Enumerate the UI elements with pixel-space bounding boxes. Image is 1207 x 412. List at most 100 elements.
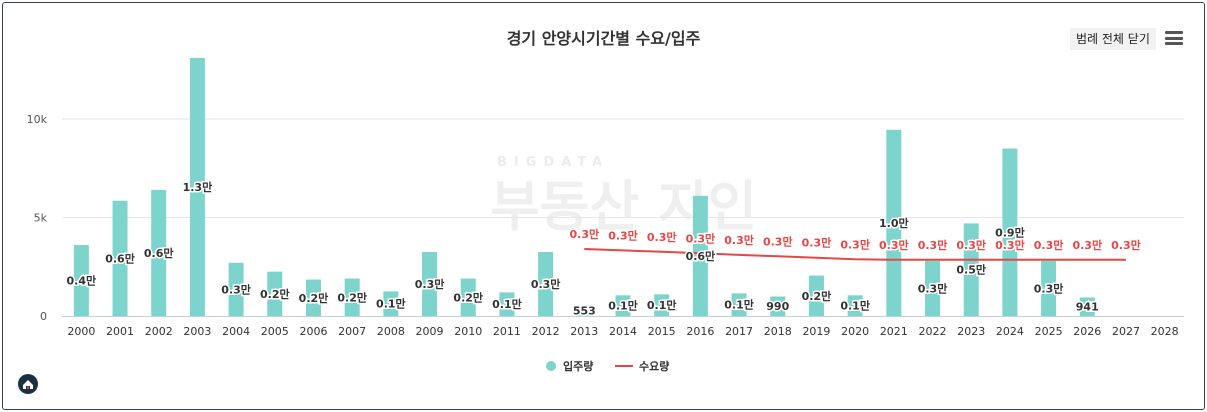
bar xyxy=(499,292,515,316)
line-data-label: 0.3만 xyxy=(763,234,793,248)
bar-data-label: 0.1만 xyxy=(492,297,522,311)
bar xyxy=(654,294,670,316)
x-tick-label: 2028 xyxy=(1151,325,1179,338)
x-tick-label: 2024 xyxy=(996,325,1024,338)
x-tick-label: 2006 xyxy=(299,325,327,338)
menu-icon[interactable] xyxy=(1165,31,1183,45)
legend-item-line[interactable]: 수요량 xyxy=(615,360,669,373)
line-data-label: 0.3만 xyxy=(956,238,986,252)
bar xyxy=(460,278,476,316)
bar xyxy=(538,251,554,316)
line-data-label: 0.3만 xyxy=(840,237,870,251)
line-labels: 0.3만 0.3만 0.3만 0.3만 0.3만 0.3만 0.3만 0.3만 0.3만 0.3만… xyxy=(568,226,1142,254)
line-data-label: 0.3만 xyxy=(995,238,1025,252)
x-tick-label: 2014 xyxy=(609,325,637,338)
bar xyxy=(731,293,747,316)
bar xyxy=(770,296,786,316)
bar-data-label: 0.1만 xyxy=(376,297,406,311)
bar-data-label: 0.1만 xyxy=(608,299,638,313)
bar-data-label: 0.3만 xyxy=(415,277,445,291)
line-data-label: 0.3만 xyxy=(1111,238,1141,252)
line-data-label: 0.3만 xyxy=(724,233,754,247)
bar-data-label: 0.6만 xyxy=(105,251,135,265)
bar xyxy=(228,262,244,316)
bar xyxy=(576,305,592,316)
legend-toggle-button[interactable]: 범례 전체 닫기 xyxy=(1070,28,1156,50)
bar-data-label: 0.1만 xyxy=(840,299,870,313)
legend-label-line: 수요량 xyxy=(639,360,669,373)
bar-data-label: 0.2만 xyxy=(299,291,329,305)
bar xyxy=(1002,148,1018,316)
line-series xyxy=(584,248,1126,261)
chart-title: 경기 안양시기간별 수요/입주 xyxy=(506,29,701,48)
bar xyxy=(151,189,167,316)
x-tick-label: 2007 xyxy=(338,325,366,338)
demand-line xyxy=(584,248,1126,261)
line-data-label: 0.3만 xyxy=(802,236,832,250)
bar xyxy=(963,223,979,316)
bar-data-label: 0.3만 xyxy=(531,277,561,291)
bar-data-label: 0.3만 xyxy=(221,282,251,296)
bar-data-label: 1.3만 xyxy=(183,180,213,194)
bar xyxy=(808,275,824,316)
y-tick-label: 5k xyxy=(34,211,48,224)
home-icon[interactable] xyxy=(18,374,38,394)
bar xyxy=(267,271,283,316)
bar-labels: 0.4만 0.6만 0.6만 1.3만 0.3만 0.2만 0.2만 0.2만 0.1만 0.3만… xyxy=(65,178,1100,319)
bar xyxy=(615,295,631,316)
bar-data-label: 990 xyxy=(766,300,789,313)
line-data-label: 0.3만 xyxy=(686,231,716,245)
bar xyxy=(305,279,321,316)
x-tick-label: 2009 xyxy=(416,325,444,338)
x-tick-label: 2021 xyxy=(880,325,908,338)
legend[interactable]: 입주량 수요량 xyxy=(546,360,669,373)
bar-data-label: 0.3만 xyxy=(1034,281,1064,295)
bar-data-label: 0.5만 xyxy=(956,263,986,277)
x-tick-label: 2013 xyxy=(570,325,598,338)
x-tick-label: 2019 xyxy=(802,325,830,338)
x-tick-label: 2003 xyxy=(183,325,211,338)
x-tick-label: 2011 xyxy=(493,325,521,338)
line-data-label: 0.3만 xyxy=(1034,238,1064,252)
bar xyxy=(847,295,863,316)
bar-data-label: 0.9만 xyxy=(995,225,1025,239)
x-tick-label: 2023 xyxy=(957,325,985,338)
x-tick-label: 2027 xyxy=(1112,325,1140,338)
bar-data-label: 0.1만 xyxy=(647,298,677,312)
legend-marker-bar xyxy=(546,361,556,371)
y-axis: 0 5k 10k xyxy=(27,113,48,323)
x-tick-label: 2004 xyxy=(222,325,250,338)
bar-data-label: 0.2만 xyxy=(453,290,483,304)
x-axis: 2000 2001 2002 2003 2004 2005 2006 2007 2008 2009… xyxy=(62,316,1184,338)
watermark-main: 부동산 지인 xyxy=(490,175,757,238)
y-tick-label: 10k xyxy=(27,113,48,126)
bar-data-label: 1.0만 xyxy=(879,216,909,230)
bar xyxy=(925,260,941,316)
x-tick-label: 2010 xyxy=(454,325,482,338)
legend-label-bar: 입주량 xyxy=(563,360,593,373)
line-data-label: 0.3만 xyxy=(879,238,909,252)
bar xyxy=(344,278,360,316)
bar xyxy=(73,245,89,316)
x-tick-label: 2001 xyxy=(106,325,134,338)
bar-series xyxy=(73,57,1095,317)
watermark-bigdata: BIGDATA xyxy=(497,155,610,170)
x-tick-label: 2002 xyxy=(145,325,173,338)
line-data-label: 0.3만 xyxy=(647,230,677,244)
bar-data-label: 0.4만 xyxy=(67,274,97,288)
legend-item-bar[interactable]: 입주량 xyxy=(546,360,593,373)
bar-data-label: 0.3만 xyxy=(918,281,948,295)
x-tick-label: 2026 xyxy=(1073,325,1101,338)
line-data-label: 0.3만 xyxy=(570,227,600,241)
line-data-label: 0.3만 xyxy=(1072,238,1102,252)
x-tick-label: 2012 xyxy=(532,325,560,338)
x-tick-label: 2017 xyxy=(725,325,753,338)
x-tick-label: 2015 xyxy=(648,325,676,338)
x-tick-label: 2022 xyxy=(919,325,947,338)
bar-data-label: 553 xyxy=(573,305,596,318)
x-tick-label: 2008 xyxy=(377,325,405,338)
bar-data-label: 0.2만 xyxy=(337,290,367,304)
grid-lines xyxy=(62,118,1184,218)
bar xyxy=(1041,260,1057,316)
